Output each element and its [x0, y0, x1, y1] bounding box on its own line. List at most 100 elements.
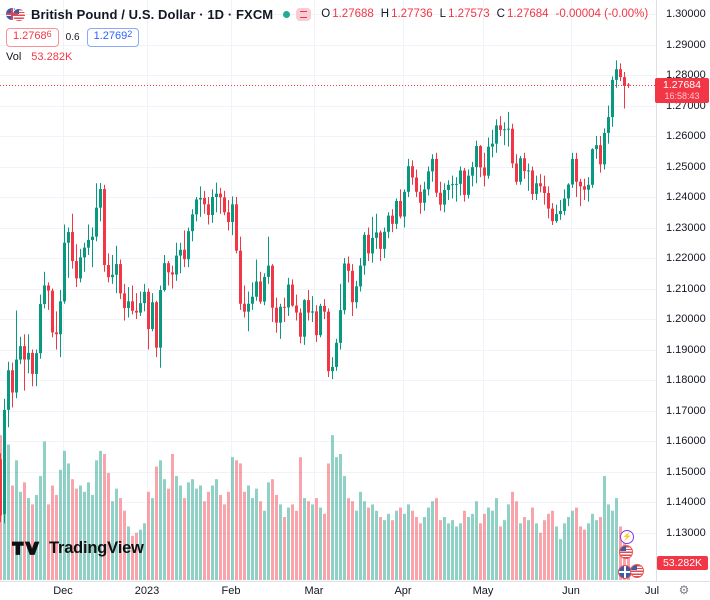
volume-bar [287, 507, 290, 580]
legend-symbol-row: British Pound / U.S. Dollar · 1D · FXCM … [6, 4, 648, 24]
volume-bar [111, 501, 114, 580]
volume-bar [179, 485, 182, 580]
candle-body [199, 197, 202, 200]
volume-bar [331, 435, 334, 580]
candle-body [3, 409, 6, 515]
volume-bar [223, 504, 226, 580]
volume-bar [87, 482, 90, 580]
data-mode-icon[interactable] [296, 7, 312, 21]
candle-body [83, 247, 86, 258]
candle-body [335, 342, 338, 367]
candle-body [327, 311, 330, 372]
tradingview-logo-mark [12, 541, 40, 555]
volume-bar [207, 491, 210, 580]
price-tick-label: 1.19000 [666, 343, 706, 356]
candle-body [391, 215, 394, 224]
volume-bar [135, 532, 138, 580]
volume-bar [543, 520, 546, 580]
candle-body [115, 264, 118, 275]
candle-body [479, 146, 482, 168]
volume-bar [467, 517, 470, 580]
candle-body [143, 291, 146, 304]
axis-settings-gear-icon[interactable]: ⚙ [678, 583, 690, 597]
volume-bar [395, 510, 398, 580]
candle-body [411, 166, 414, 178]
volume-bar [319, 507, 322, 580]
volume-bar [299, 457, 302, 580]
volume-bar [371, 504, 374, 580]
candle-body [179, 249, 182, 256]
volume-bar [527, 520, 530, 580]
candle-body [183, 249, 186, 260]
volume-bar [499, 526, 502, 580]
volume-indicator-label[interactable]: Vol [6, 51, 22, 63]
volume-bar [307, 501, 310, 580]
sell-button[interactable]: 1.2768 6 [6, 27, 59, 47]
economic-event-us-flag-icon-2[interactable] [630, 564, 644, 578]
symbol-title[interactable]: British Pound / U.S. Dollar · 1D · FXCM [31, 6, 274, 22]
candle-body [155, 302, 158, 348]
candle-body [607, 117, 610, 133]
volume-bar [55, 494, 58, 580]
volume-bar [99, 450, 102, 580]
tradingview-logo[interactable]: TradingView [12, 539, 144, 558]
candle-body [19, 346, 22, 360]
volume-bar [151, 498, 154, 580]
volume-bar [291, 504, 294, 580]
candle-body [227, 212, 230, 223]
last-price-label: 1.27684 16:58:43 [655, 78, 709, 103]
candle-body [603, 132, 606, 165]
time-axis[interactable]: Dec 2023 Feb Mar Apr May Jun Jul [0, 582, 710, 600]
candle-body [587, 184, 590, 190]
price-tick-label: 1.18000 [666, 374, 706, 386]
volume-bar [279, 504, 282, 580]
volume-bar [31, 504, 34, 580]
candle-body [507, 128, 510, 130]
volume-bar [627, 546, 630, 580]
candle-body [279, 306, 282, 323]
volume-axis-label: 53.282K [657, 556, 708, 570]
volume-bar [211, 485, 214, 580]
candle-body [231, 204, 234, 223]
candle-body [575, 158, 578, 182]
volume-bar [423, 517, 426, 580]
economic-event-lightning-icon[interactable]: ⚡ [620, 530, 634, 544]
volume-bar [579, 526, 582, 580]
candle-body [535, 183, 538, 194]
candle-body [35, 353, 38, 374]
candle-body [431, 158, 434, 172]
candle-body [447, 184, 450, 190]
volume-bar [171, 454, 174, 580]
candle-body [247, 303, 250, 312]
volume-bar [11, 485, 14, 580]
candle-body [455, 183, 458, 185]
volume-bar [43, 441, 46, 580]
candle-body [23, 346, 26, 360]
volume-bar [523, 517, 526, 580]
time-tick-label: 2023 [134, 585, 160, 597]
candle-body [95, 207, 98, 237]
candle-body [595, 145, 598, 150]
candle-body [599, 145, 602, 165]
candle-body [15, 359, 18, 393]
candle-body [319, 305, 322, 336]
buy-button[interactable]: 1.2769 2 [86, 27, 140, 47]
candle-body [467, 175, 470, 195]
volume-bar [615, 498, 618, 580]
market-open-dot-icon[interactable] [283, 10, 291, 18]
candle-body [475, 146, 478, 168]
candle-body [371, 237, 374, 254]
candle-body [7, 370, 10, 410]
candle-body [271, 265, 274, 308]
economic-event-us-flag-icon[interactable] [619, 545, 633, 559]
candle-body [559, 211, 562, 215]
candle-body [99, 189, 102, 208]
volume-bar [123, 510, 126, 580]
volume-bar [27, 498, 30, 580]
volume-bar [611, 510, 614, 580]
volume-bar [167, 488, 170, 580]
volume-bar [79, 485, 82, 580]
candle-body [591, 149, 594, 185]
candle-body [87, 240, 90, 248]
